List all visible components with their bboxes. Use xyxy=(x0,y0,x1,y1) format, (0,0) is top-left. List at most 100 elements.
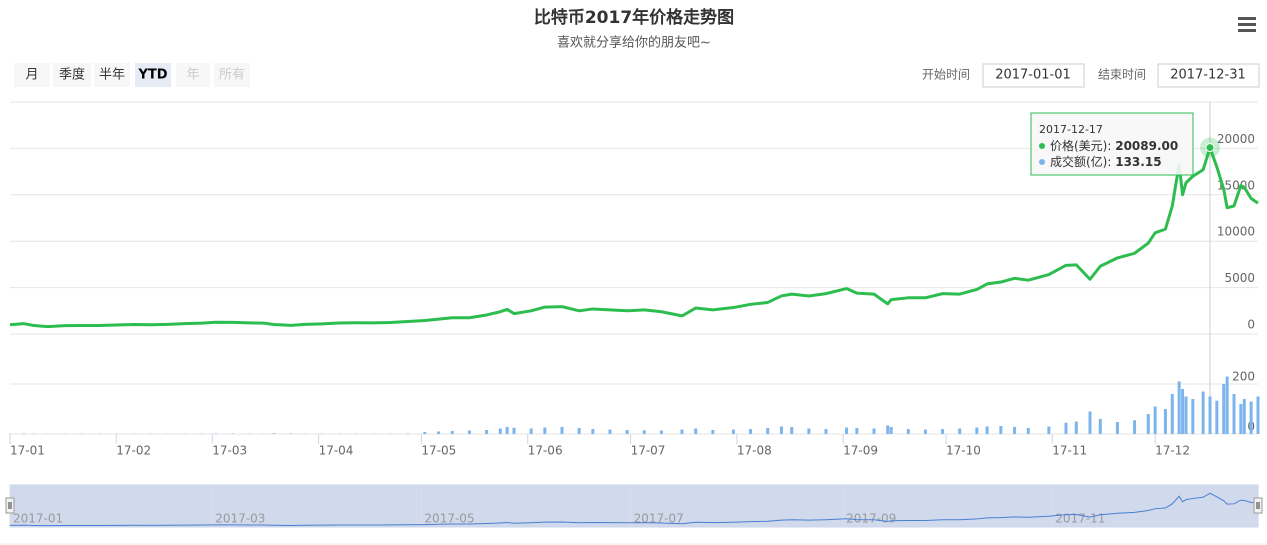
volume-bar xyxy=(1047,426,1051,434)
volume-bar xyxy=(214,433,218,434)
volume-bar xyxy=(1215,400,1219,434)
volume-bar xyxy=(958,428,962,434)
volume-bar xyxy=(406,433,410,434)
volume-bar xyxy=(505,427,509,434)
volume-bar xyxy=(1256,396,1260,434)
volume-bar xyxy=(272,433,276,434)
volume-bar xyxy=(680,429,684,434)
tooltip-series-name: 成交额(亿) xyxy=(1050,154,1107,169)
volume-bar xyxy=(731,429,735,434)
volume-bar xyxy=(711,430,715,434)
end-input[interactable] xyxy=(1157,63,1260,88)
volume-bar xyxy=(1191,399,1195,434)
navigator-label: 2017-09 xyxy=(846,512,896,526)
tooltip-marker xyxy=(1039,159,1045,165)
volume-bar xyxy=(855,428,859,434)
price-line xyxy=(9,146,1259,329)
volume-bar xyxy=(872,428,876,434)
navigator-label: 2017-01 xyxy=(13,512,63,526)
end-label: 结束时间 xyxy=(1098,68,1146,82)
range-button-label[interactable]: 半年 xyxy=(99,68,125,83)
navigator-label: 2017-11 xyxy=(1055,512,1105,526)
volume-bar xyxy=(608,429,612,434)
volume-bar xyxy=(642,430,646,434)
volume-bar xyxy=(1026,428,1030,434)
x-tick-label: 17-11 xyxy=(1052,444,1087,458)
volume-bar xyxy=(1064,422,1068,434)
volume-bar xyxy=(1133,420,1137,434)
volume-bar xyxy=(560,427,564,434)
range-button[interactable] xyxy=(53,63,91,87)
tooltip-series-name: 价格(美元) xyxy=(1050,138,1107,153)
end-value[interactable]: 2017-12-31 xyxy=(1170,68,1246,83)
navigator-label: 2017-07 xyxy=(634,512,684,526)
tooltip-row: 成交额(亿): 133.15 xyxy=(1050,154,1162,169)
volume-bar xyxy=(591,429,595,434)
x-tick-label: 17-03 xyxy=(212,444,247,458)
x-tick-label: 17-04 xyxy=(319,444,354,458)
navigator-handle[interactable] xyxy=(5,497,15,514)
start-value[interactable]: 2017-01-01 xyxy=(995,68,1071,83)
tooltip-date: 2017-12-17 xyxy=(1039,123,1103,136)
y2-tick-label: 200 xyxy=(1232,370,1255,384)
range-button-label[interactable]: 季度 xyxy=(59,67,85,83)
volume-bar xyxy=(999,426,1003,434)
volume-bar xyxy=(437,431,441,434)
volume-bar xyxy=(975,427,979,434)
menu-button[interactable] xyxy=(1236,14,1258,34)
tooltip-box xyxy=(1030,112,1194,176)
volume-bar xyxy=(1225,376,1229,434)
volume-bar xyxy=(766,428,770,434)
range-button[interactable] xyxy=(14,63,50,87)
hover-point xyxy=(1205,143,1215,153)
volume-bar xyxy=(749,429,753,434)
volume-bar xyxy=(923,429,927,434)
volume-bar xyxy=(543,427,547,434)
volume-bar xyxy=(1177,381,1181,434)
volume-bar xyxy=(694,428,698,434)
range-button-label[interactable]: YTD xyxy=(137,68,167,83)
navigator-mask xyxy=(9,484,1259,528)
volume-bar xyxy=(1184,396,1188,434)
volume-bar xyxy=(1153,406,1157,434)
volume-bar xyxy=(1232,394,1236,434)
volume-bar xyxy=(807,428,811,434)
volume-bar xyxy=(1249,401,1253,434)
chart-title: 比特币2017年价格走势图 xyxy=(534,7,734,28)
y-tick-label: 5000 xyxy=(1224,271,1255,285)
x-tick-label: 17-01 xyxy=(10,444,45,458)
navigator-handle[interactable] xyxy=(1253,497,1263,514)
y-tick-label: 20000 xyxy=(1217,132,1255,146)
volume-bar xyxy=(1201,391,1205,434)
volume-bar xyxy=(790,427,794,434)
volume-bar xyxy=(529,428,533,434)
volume-bar xyxy=(450,431,454,434)
volume-bar xyxy=(985,426,989,434)
volume-bar xyxy=(824,429,828,434)
range-button[interactable] xyxy=(94,63,130,87)
chart-subtitle: 喜欢就分享给你的朋友吧~ xyxy=(557,35,711,51)
start-label: 开始时间 xyxy=(922,68,970,82)
range-button-label[interactable]: 月 xyxy=(25,68,38,83)
volume-bar xyxy=(1222,384,1226,434)
volume-bar xyxy=(1242,399,1246,434)
tooltip-value: 133.15 xyxy=(1115,155,1161,169)
volume-bar xyxy=(231,433,235,434)
navigator-label: 2017-05 xyxy=(424,512,474,526)
tooltip-marker xyxy=(1039,143,1045,149)
volume-bar xyxy=(625,430,629,434)
tooltip-value: 20089.00 xyxy=(1115,139,1178,153)
volume-bar xyxy=(1013,427,1017,434)
range-button-label: 所有 xyxy=(219,68,245,83)
x-tick-label: 17-10 xyxy=(946,444,981,458)
range-button[interactable] xyxy=(135,63,171,87)
volume-bar xyxy=(659,430,663,434)
range-button xyxy=(214,63,250,87)
x-tick-label: 17-02 xyxy=(116,444,151,458)
x-tick-label: 17-08 xyxy=(737,444,772,458)
volume-bar xyxy=(845,427,849,434)
x-tick-label: 17-09 xyxy=(843,444,878,458)
start-input[interactable] xyxy=(982,63,1085,88)
